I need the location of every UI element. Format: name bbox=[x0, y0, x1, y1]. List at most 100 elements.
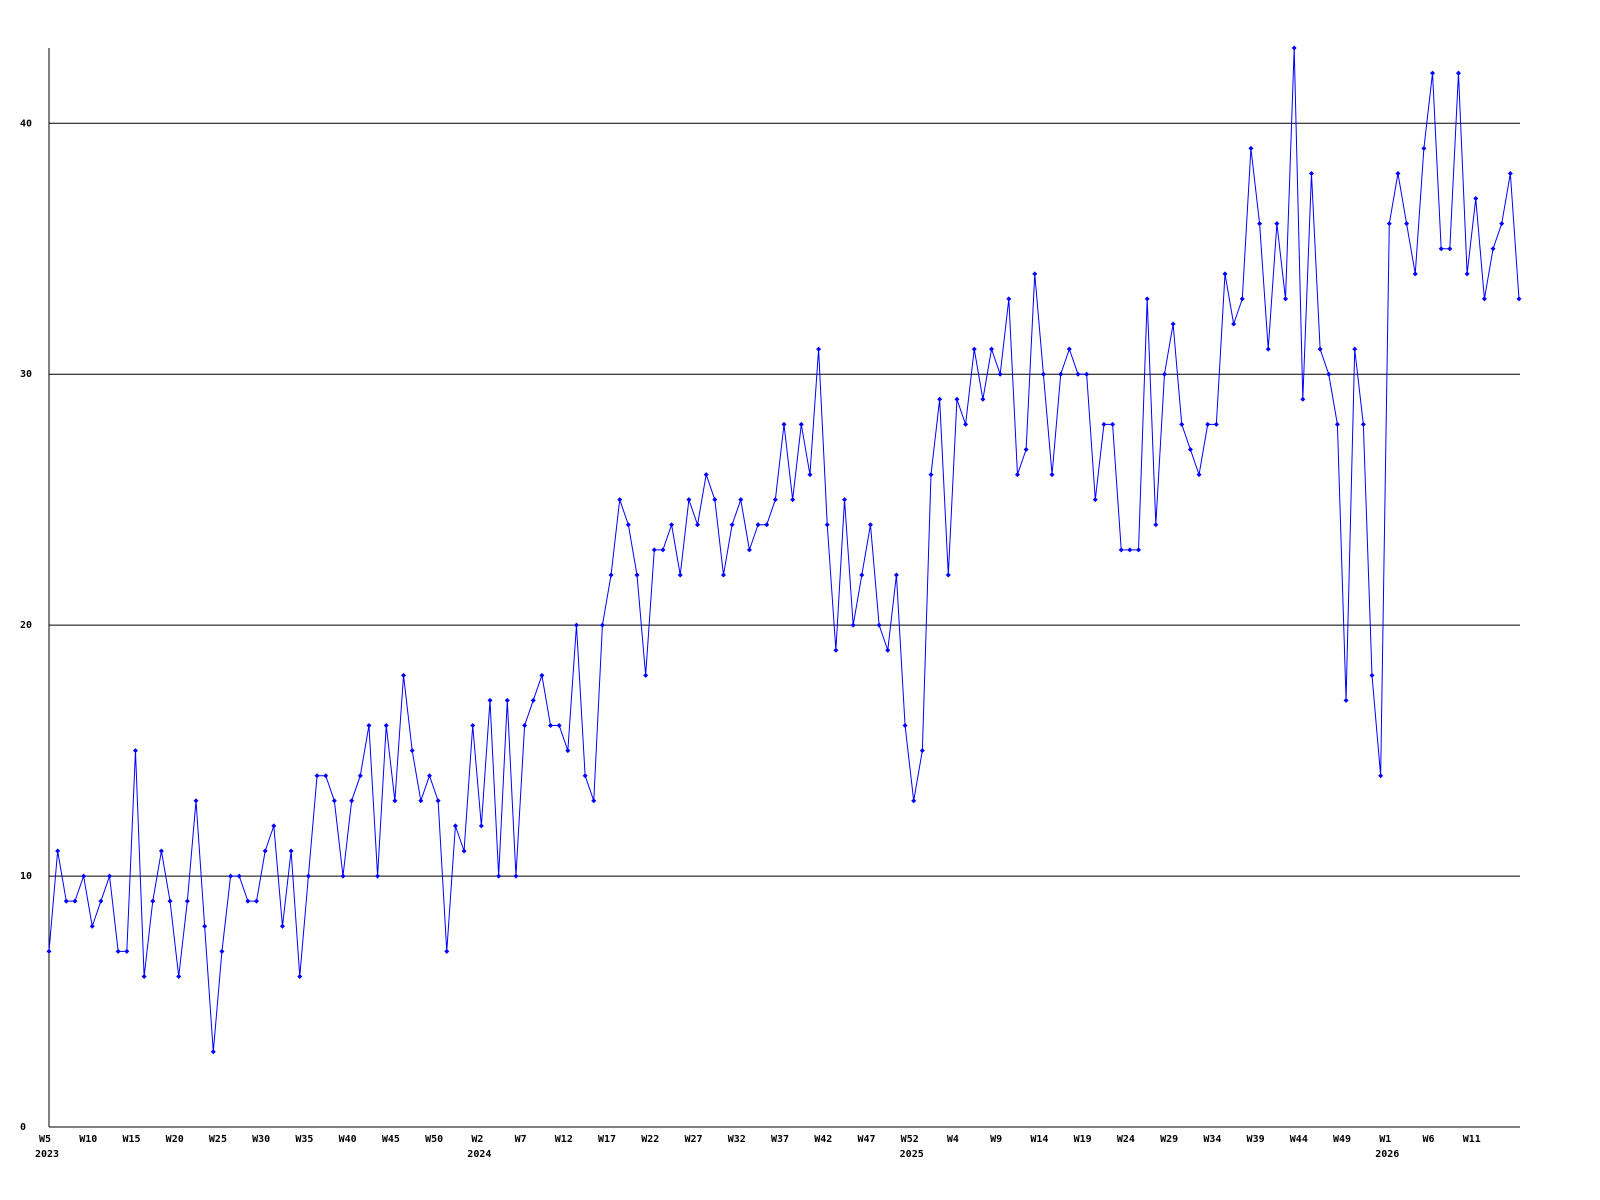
data-point bbox=[867, 522, 873, 528]
data-point bbox=[893, 572, 899, 578]
data-point bbox=[807, 472, 813, 478]
data-point bbox=[1014, 472, 1020, 478]
data-point bbox=[1274, 221, 1280, 227]
data-point bbox=[1421, 145, 1427, 151]
x-tick-label: W10 bbox=[79, 1134, 97, 1145]
x-tick-label: W30 bbox=[252, 1134, 270, 1145]
data-point bbox=[573, 622, 579, 628]
x-tick-label: W2 bbox=[471, 1134, 483, 1145]
x-tick-label: W42 bbox=[814, 1134, 832, 1145]
data-point bbox=[349, 798, 355, 804]
x-tick-label: W25 bbox=[209, 1134, 227, 1145]
data-point bbox=[426, 773, 432, 779]
y-tick-label: 0 bbox=[20, 1122, 26, 1133]
data-point bbox=[1334, 421, 1340, 427]
data-point bbox=[997, 371, 1003, 377]
data-point bbox=[1378, 773, 1384, 779]
data-point bbox=[115, 948, 121, 954]
x-tick-label: W49 bbox=[1333, 1134, 1351, 1145]
data-point bbox=[314, 773, 320, 779]
data-point bbox=[487, 697, 493, 703]
data-point bbox=[1265, 346, 1271, 352]
x-year-label: 2025 bbox=[900, 1149, 924, 1160]
data-point bbox=[1404, 221, 1410, 227]
data-point bbox=[1343, 697, 1349, 703]
data-point bbox=[1507, 170, 1513, 176]
data-point bbox=[176, 973, 182, 979]
data-point bbox=[1153, 522, 1159, 528]
data-point bbox=[1084, 371, 1090, 377]
data-point bbox=[565, 748, 571, 754]
data-point bbox=[945, 572, 951, 578]
data-point bbox=[124, 948, 130, 954]
data-point bbox=[288, 848, 294, 854]
data-point bbox=[1308, 170, 1314, 176]
data-point bbox=[643, 672, 649, 678]
data-point bbox=[141, 973, 147, 979]
data-point bbox=[651, 547, 657, 553]
data-point bbox=[375, 873, 381, 879]
x-tick-label: W32 bbox=[728, 1134, 746, 1145]
data-point bbox=[695, 522, 701, 528]
data-point bbox=[1170, 321, 1176, 327]
data-point bbox=[1430, 70, 1436, 76]
data-point bbox=[522, 723, 528, 729]
data-point bbox=[340, 873, 346, 879]
data-point bbox=[712, 497, 718, 503]
y-tick-label: 20 bbox=[20, 620, 32, 631]
data-point bbox=[591, 798, 597, 804]
data-point bbox=[980, 396, 986, 402]
data-point bbox=[1058, 371, 1064, 377]
x-tick-label: W27 bbox=[684, 1134, 702, 1145]
data-point bbox=[1516, 296, 1522, 302]
data-point bbox=[539, 672, 545, 678]
data-point bbox=[634, 572, 640, 578]
data-point bbox=[859, 572, 865, 578]
data-point bbox=[816, 346, 822, 352]
data-point bbox=[1481, 296, 1487, 302]
data-point bbox=[790, 497, 796, 503]
x-tick-label: W22 bbox=[641, 1134, 659, 1145]
data-point bbox=[89, 923, 95, 929]
data-point bbox=[1473, 196, 1479, 202]
data-point bbox=[1187, 446, 1193, 452]
data-point bbox=[1239, 296, 1245, 302]
data-point bbox=[885, 647, 891, 653]
data-point bbox=[219, 948, 225, 954]
data-point bbox=[452, 823, 458, 829]
data-point bbox=[271, 823, 277, 829]
data-point bbox=[1161, 371, 1167, 377]
data-point bbox=[1248, 145, 1254, 151]
data-point bbox=[1023, 446, 1029, 452]
x-year-label: 2026 bbox=[1375, 1149, 1399, 1160]
data-point bbox=[928, 472, 934, 478]
data-point bbox=[608, 572, 614, 578]
x-tick-label: W20 bbox=[166, 1134, 184, 1145]
data-point bbox=[1326, 371, 1332, 377]
data-point bbox=[625, 522, 631, 528]
data-point bbox=[660, 547, 666, 553]
data-point bbox=[677, 572, 683, 578]
data-point bbox=[781, 421, 787, 427]
data-point bbox=[833, 647, 839, 653]
data-point bbox=[1222, 271, 1228, 277]
data-point bbox=[46, 948, 52, 954]
data-point bbox=[1438, 246, 1444, 252]
data-point bbox=[989, 346, 995, 352]
data-point bbox=[504, 697, 510, 703]
data-point bbox=[435, 798, 441, 804]
data-point bbox=[184, 898, 190, 904]
data-point bbox=[107, 873, 113, 879]
x-tick-label: W14 bbox=[1030, 1134, 1048, 1145]
data-point bbox=[669, 522, 675, 528]
x-tick-label: W47 bbox=[857, 1134, 875, 1145]
data-point bbox=[1455, 70, 1461, 76]
data-point bbox=[530, 697, 536, 703]
x-tick-label: W17 bbox=[598, 1134, 616, 1145]
x-year-label: 2023 bbox=[35, 1149, 59, 1160]
data-point bbox=[1283, 296, 1289, 302]
y-tick-label: 30 bbox=[20, 369, 32, 380]
data-point bbox=[409, 748, 415, 754]
data-point bbox=[842, 497, 848, 503]
